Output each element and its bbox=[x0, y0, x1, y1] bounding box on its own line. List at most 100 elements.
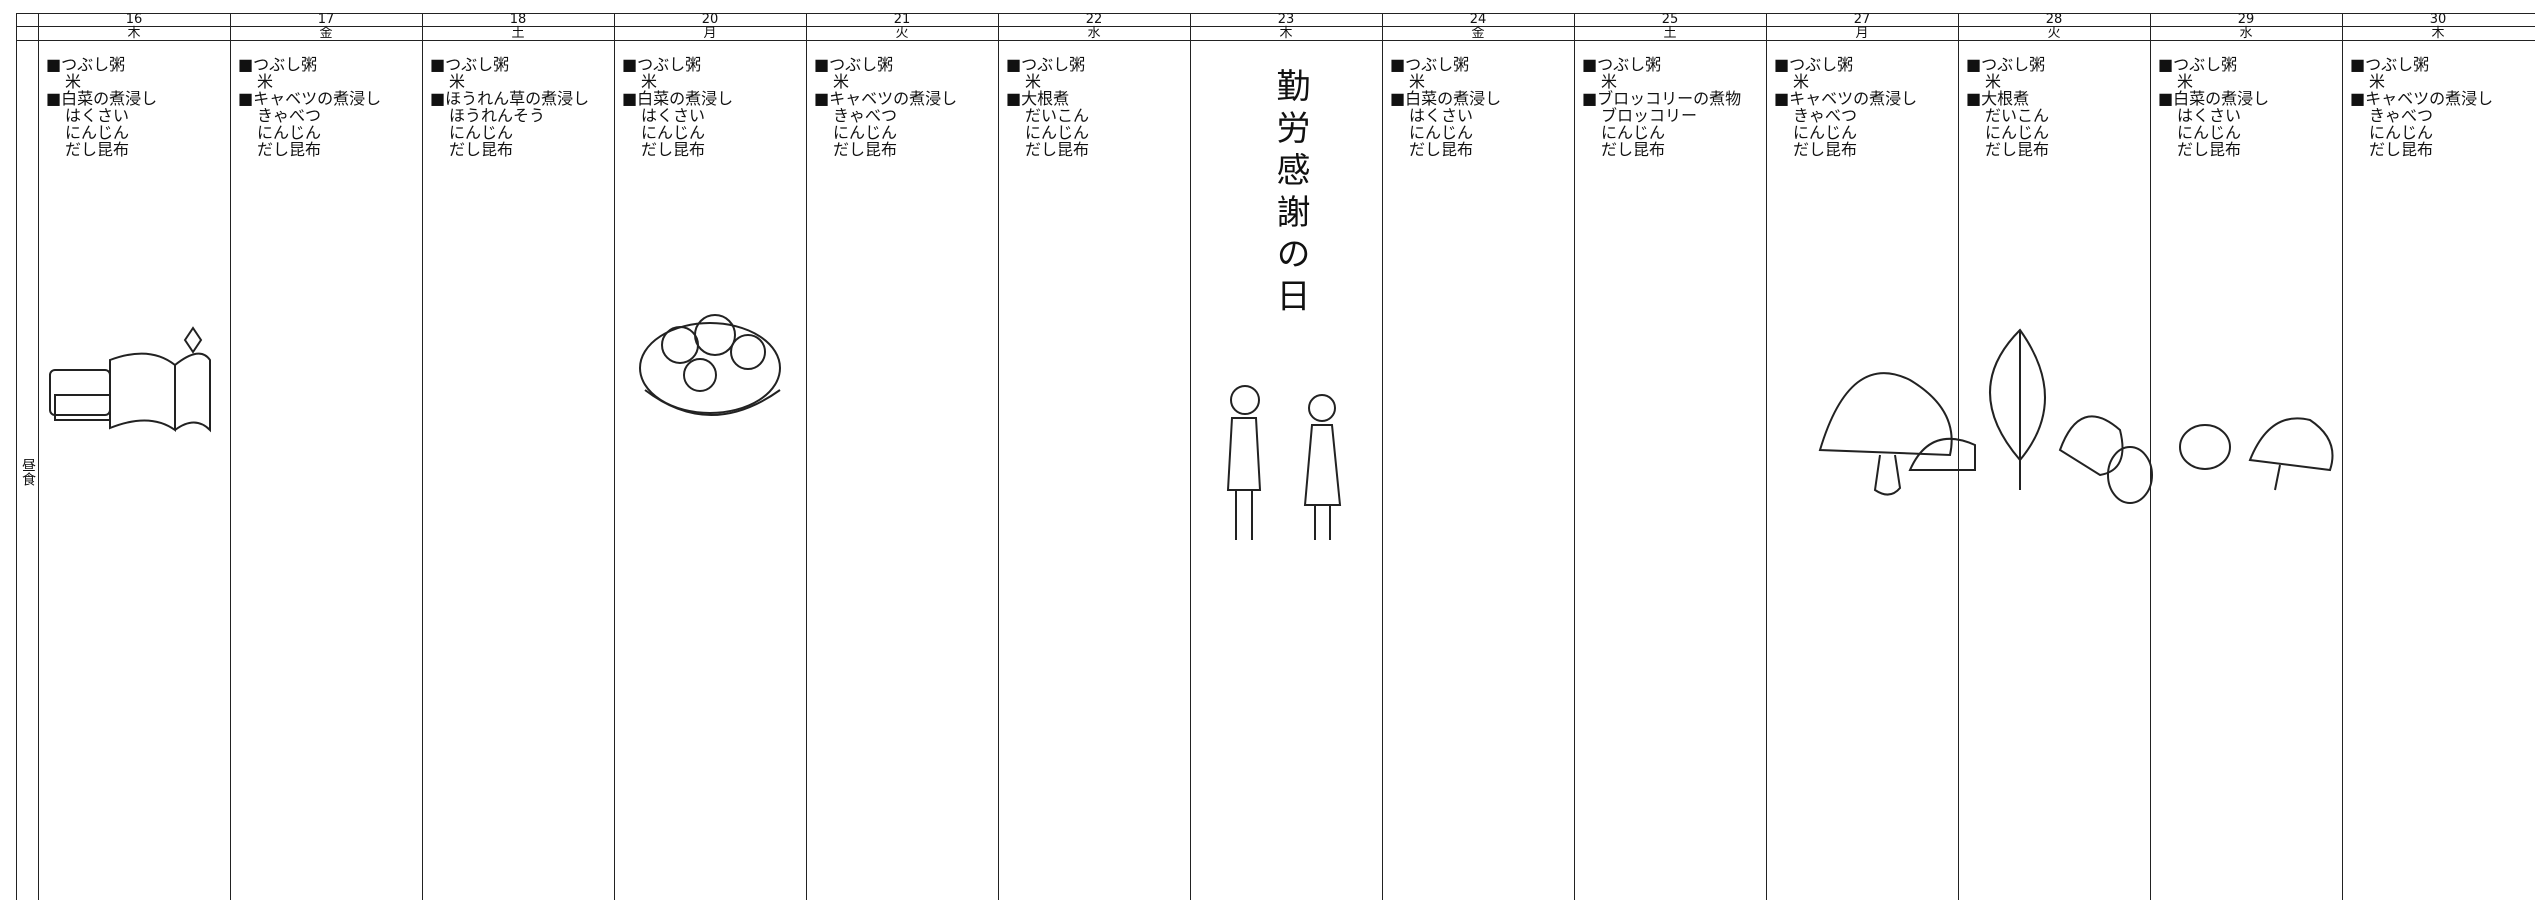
menu-cell: ■つぶし粥米 ■ほうれん草の煮浸し ほうれんそう にんじん だし昆布 bbox=[430, 56, 616, 158]
row-divider bbox=[16, 13, 2535, 14]
ingredient: にんじん bbox=[449, 123, 514, 142]
dish: ■キャベツの煮浸し bbox=[1774, 89, 1918, 108]
dish: ■大根煮 bbox=[1966, 89, 2030, 108]
ingredient: だし昆布 bbox=[2369, 140, 2434, 158]
date: 16 bbox=[125, 12, 143, 27]
ingredient: はくさい bbox=[1409, 106, 1474, 125]
menu-cell: ■つぶし粥米 ■白菜の煮浸し はくさい にんじん だし昆布 bbox=[622, 56, 808, 158]
dish: ■キャベツの煮浸し bbox=[814, 89, 958, 108]
ingredient: きゃべつ bbox=[1793, 106, 1858, 125]
ingredient: だし昆布 bbox=[449, 140, 514, 158]
weekday: 水 bbox=[2239, 26, 2253, 41]
column-divider bbox=[38, 13, 39, 900]
date: 24 bbox=[1469, 12, 1487, 27]
ingredient: 米 bbox=[2369, 72, 2386, 91]
weekday: 火 bbox=[2047, 26, 2061, 41]
table-border bbox=[16, 13, 17, 900]
ingredient: だし昆布 bbox=[1025, 140, 1090, 158]
ingredient: だし昆布 bbox=[65, 140, 130, 158]
ingredient: きゃべつ bbox=[2369, 106, 2434, 125]
menu-cell: ■つぶし粥米 ■白菜の煮浸し はくさい にんじん だし昆布 bbox=[1390, 56, 1576, 158]
ingredient: にんじん bbox=[2177, 123, 2242, 142]
dish: ■つぶし粥 bbox=[1774, 56, 1854, 74]
row-divider bbox=[16, 40, 2535, 41]
ingredient: はくさい bbox=[65, 106, 130, 125]
dish: ■ブロッコリーの煮物 bbox=[1582, 89, 1742, 108]
date: 27 bbox=[1853, 12, 1871, 27]
column-divider bbox=[230, 13, 231, 900]
ingredient: にんじん bbox=[1601, 123, 1666, 142]
date: 17 bbox=[317, 12, 335, 27]
dish: ■つぶし粥 bbox=[1582, 56, 1662, 74]
ingredient: にんじん bbox=[1985, 123, 2050, 142]
date: 18 bbox=[509, 12, 527, 27]
column-divider bbox=[806, 13, 807, 900]
row-label: 昼食 bbox=[20, 458, 36, 486]
ingredient: だし昆布 bbox=[1793, 140, 1858, 158]
ingredient: 米 bbox=[641, 72, 658, 91]
dish: ■白菜の煮浸し bbox=[622, 89, 734, 108]
menu-cell: ■つぶし粥米 ■白菜の煮浸し はくさい にんじん だし昆布 bbox=[2158, 56, 2344, 158]
ingredient: だし昆布 bbox=[833, 140, 898, 158]
ingredient: 米 bbox=[1409, 72, 1426, 91]
date: 25 bbox=[1661, 12, 1679, 27]
ingredient: だし昆布 bbox=[1985, 140, 2050, 158]
ingredient: 米 bbox=[1025, 72, 1042, 91]
weekday: 水 bbox=[1087, 26, 1101, 41]
weekday: 金 bbox=[1471, 26, 1485, 41]
weekday: 木 bbox=[127, 26, 141, 41]
date: 28 bbox=[2045, 12, 2063, 27]
ingredient: にんじん bbox=[1793, 123, 1858, 142]
date: 30 bbox=[2429, 12, 2447, 27]
ingredient: きゃべつ bbox=[833, 106, 898, 125]
autumn-illustration bbox=[1818, 328, 2334, 504]
dish: ■つぶし粥 bbox=[1966, 56, 2046, 74]
ingredient: だし昆布 bbox=[257, 140, 322, 158]
ingredient: 米 bbox=[1985, 72, 2002, 91]
ingredient: きゃべつ bbox=[257, 106, 322, 125]
holiday-name: 勤労感謝の日 bbox=[1270, 68, 1310, 320]
dish: ■白菜の煮浸し bbox=[1390, 89, 1502, 108]
ingredient: はくさい bbox=[2177, 106, 2242, 125]
dish: ■白菜の煮浸し bbox=[2158, 89, 2270, 108]
column-divider bbox=[1766, 13, 1767, 900]
fruit-basket-illustration bbox=[639, 314, 781, 416]
weekday: 月 bbox=[1855, 26, 1869, 41]
book-illustration bbox=[49, 326, 211, 433]
column-divider bbox=[2342, 13, 2343, 900]
dish: ■白菜の煮浸し bbox=[46, 89, 158, 108]
column-divider bbox=[1382, 13, 1383, 900]
ingredient: はくさい bbox=[641, 106, 706, 125]
ingredient: だいこん bbox=[1025, 106, 1090, 125]
dish: ■つぶし粥 bbox=[430, 56, 510, 74]
weekday: 月 bbox=[703, 26, 717, 41]
menu-cell: ■つぶし粥米 ■キャベツの煮浸し きゃべつ にんじん だし昆布 bbox=[814, 56, 1000, 158]
column-divider bbox=[2150, 13, 2151, 900]
dish: ■キャベツの煮浸し bbox=[2350, 89, 2494, 108]
weekday: 木 bbox=[2431, 26, 2445, 41]
ingredient: 米 bbox=[65, 72, 82, 91]
dish: ■キャベツの煮浸し bbox=[238, 89, 382, 108]
menu-cell: ■つぶし粥米 ■大根煮 だいこん にんじん だし昆布 bbox=[1006, 56, 1192, 158]
ingredient: だし昆布 bbox=[1409, 140, 1474, 158]
dish: ■つぶし粥 bbox=[2158, 56, 2238, 74]
ingredient: だいこん bbox=[1985, 106, 2050, 125]
date: 20 bbox=[701, 12, 719, 27]
menu-cell: ■つぶし粥米 ■キャベツの煮浸し きゃべつ にんじん だし昆布 bbox=[1774, 56, 1960, 158]
ingredient: 米 bbox=[1601, 72, 1618, 91]
weekday: 土 bbox=[511, 26, 525, 41]
ingredient: だし昆布 bbox=[2177, 140, 2242, 158]
menu-cell: ■つぶし粥米 ■キャベツの煮浸し きゃべつ にんじん だし昆布 bbox=[238, 56, 424, 158]
date: 23 bbox=[1277, 12, 1295, 27]
menu-cell: ■つぶし粥米 ■大根煮 だいこん にんじん だし昆布 bbox=[1966, 56, 2152, 158]
weekday: 金 bbox=[319, 26, 333, 41]
menu-cell: ■つぶし粥米 ■白菜の煮浸し はくさい にんじん だし昆布 bbox=[46, 56, 232, 158]
column-divider bbox=[1958, 13, 1959, 900]
ingredient: ブロッコリー bbox=[1601, 106, 1698, 125]
date: 29 bbox=[2237, 12, 2255, 27]
dish: ■つぶし粥 bbox=[1390, 56, 1470, 74]
ingredient: にんじん bbox=[1409, 123, 1474, 142]
weekday: 火 bbox=[895, 26, 909, 41]
